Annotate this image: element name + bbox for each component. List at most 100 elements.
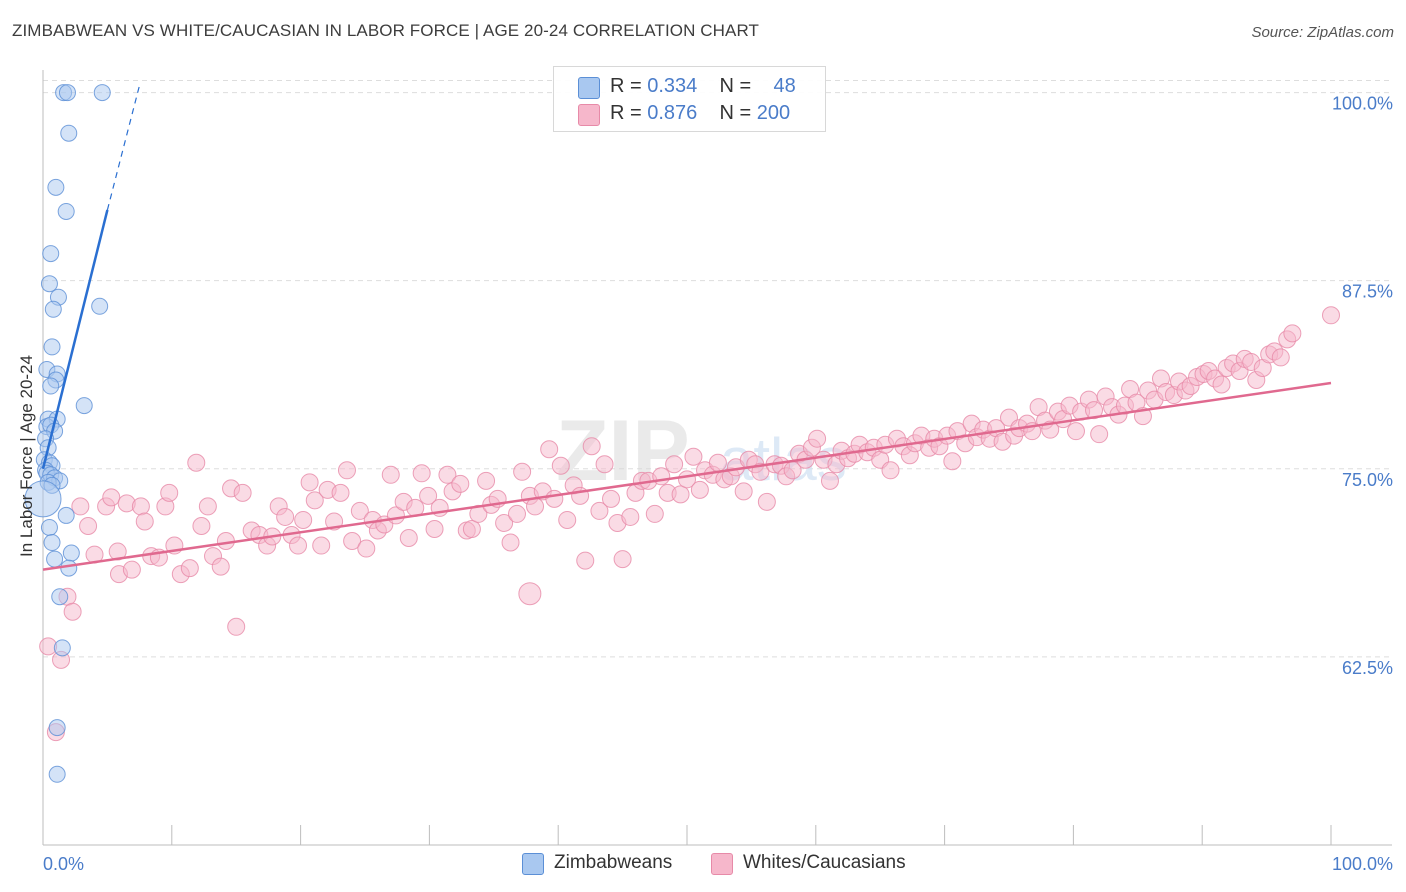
pink-swatch <box>578 104 600 126</box>
data-point <box>43 338 61 356</box>
pink-series-points <box>39 306 1340 742</box>
data-point <box>412 464 431 483</box>
y-axis-label: In Labor Force | Age 20-24 <box>17 355 36 557</box>
r-label: R = <box>610 75 648 97</box>
data-point <box>545 489 564 508</box>
y-tick-label: 100.0% <box>1332 94 1393 114</box>
r-label: R = <box>610 102 648 124</box>
data-point <box>652 467 671 486</box>
data-point <box>211 557 230 576</box>
data-point <box>1283 324 1302 343</box>
legend-label: Zimbabweans <box>554 852 673 873</box>
data-point <box>24 480 62 518</box>
data-point <box>48 765 66 783</box>
data-point <box>943 452 962 471</box>
trend-line-extension <box>106 84 141 211</box>
data-point <box>79 516 98 535</box>
y-tick-label: 87.5% <box>1342 282 1393 302</box>
data-point <box>1066 422 1085 441</box>
data-point <box>227 617 246 636</box>
data-point <box>1271 348 1290 367</box>
data-point <box>451 474 470 493</box>
data-point <box>551 456 570 475</box>
data-point <box>289 536 308 555</box>
trend-line-zimbabweans <box>41 209 109 470</box>
data-point <box>501 533 520 552</box>
data-point <box>708 453 727 472</box>
data-point <box>507 504 526 523</box>
data-point <box>582 437 601 456</box>
data-point <box>60 124 78 142</box>
data-point <box>122 560 141 579</box>
data-point <box>40 275 58 293</box>
data-point <box>276 507 295 526</box>
data-point <box>312 536 331 555</box>
n-label: N = <box>719 102 757 124</box>
tick-labels: 62.5% 75.0% 87.5% 100.0% 0.0% 100.0% <box>43 94 1393 874</box>
legend-label: Whites/Caucasians <box>743 852 906 873</box>
data-point <box>48 719 66 737</box>
data-point <box>198 497 217 516</box>
data-point <box>621 507 640 526</box>
data-point <box>53 639 71 657</box>
data-point <box>46 550 64 568</box>
data-point <box>438 465 457 484</box>
data-point <box>419 486 438 505</box>
data-point <box>757 492 776 511</box>
data-point <box>590 501 609 520</box>
n-value: 200 <box>756 102 791 124</box>
n-value: 48 <box>773 75 796 97</box>
data-point <box>43 534 61 552</box>
data-point <box>135 512 154 531</box>
data-point <box>526 497 545 516</box>
data-point <box>462 519 481 538</box>
data-point <box>513 462 532 481</box>
r-value: 0.334 <box>647 75 698 97</box>
data-point <box>495 513 514 532</box>
data-point <box>343 532 362 551</box>
data-point <box>690 480 709 499</box>
data-point <box>75 397 93 415</box>
data-point <box>477 471 496 490</box>
data-point <box>602 489 621 508</box>
data-point <box>60 559 78 577</box>
data-point <box>645 504 664 523</box>
data-point <box>881 461 900 480</box>
x-tick-label: 0.0% <box>43 854 84 874</box>
r-value: 0.876 <box>647 102 698 124</box>
chart-title: ZIMBABWEAN VS WHITE/CAUCASIAN IN LABOR F… <box>12 21 760 40</box>
data-point <box>331 483 350 502</box>
data-point <box>558 510 577 529</box>
data-point <box>62 544 80 562</box>
data-point <box>42 245 60 263</box>
data-point <box>51 588 69 606</box>
data-point <box>102 488 121 507</box>
pink-swatch <box>711 853 733 875</box>
data-point <box>1212 375 1231 394</box>
stats-legend: R = 0.334 N = 48 R = 0.876 N = 200 <box>553 66 826 132</box>
data-point <box>808 429 827 448</box>
data-point <box>425 519 444 538</box>
blue-series-points <box>24 84 111 783</box>
source-label: Source: ZipAtlas.com <box>1251 24 1394 41</box>
grid-layer <box>43 80 1392 658</box>
data-point <box>540 440 559 459</box>
data-point <box>399 529 418 548</box>
data-point <box>665 455 684 474</box>
data-point <box>294 510 313 529</box>
data-point <box>180 559 199 578</box>
data-point <box>337 461 356 480</box>
n-label: N = <box>719 75 757 97</box>
data-point <box>1090 425 1109 444</box>
data-point <box>381 465 400 484</box>
data-point <box>233 483 252 502</box>
data-point <box>44 300 62 318</box>
data-point <box>108 542 127 561</box>
blue-swatch <box>522 853 544 875</box>
data-point <box>300 473 319 492</box>
data-point <box>576 551 595 570</box>
trend-lines <box>41 84 1332 571</box>
data-point <box>58 84 76 102</box>
data-point <box>63 602 82 621</box>
